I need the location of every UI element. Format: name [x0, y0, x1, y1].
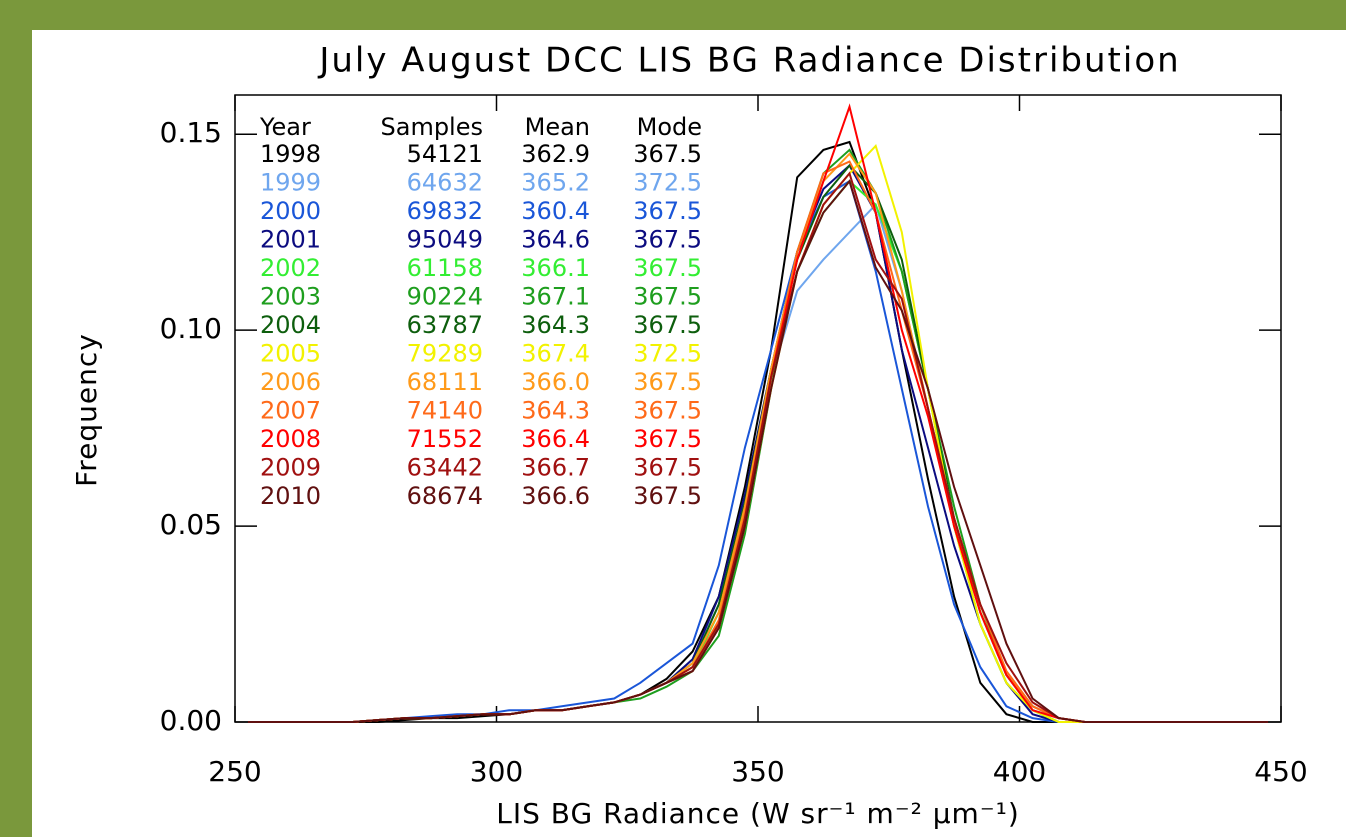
- legend-entry: 367.5: [633, 254, 702, 282]
- legend-entry: 63442: [407, 454, 483, 482]
- y-tick-label: 0.00: [160, 704, 222, 737]
- legend-entry: 2008: [260, 425, 321, 453]
- legend-entry: 367.5: [633, 368, 702, 396]
- x-axis-label: LIS BG Radiance (W sr⁻¹ m⁻² μm⁻¹): [496, 797, 1020, 830]
- legend-entry: 2002: [260, 254, 321, 282]
- legend-entry: 365.2: [521, 169, 590, 197]
- x-tick-label: 350: [731, 755, 784, 788]
- legend-entry: 61158: [407, 254, 483, 282]
- legend-entry: 367.5: [633, 454, 702, 482]
- legend-entry: 366.4: [521, 425, 590, 453]
- legend-header: Mode: [637, 113, 702, 141]
- chart-title: July August DCC LIS BG Radiance Distribu…: [317, 41, 1180, 81]
- legend-entry: 367.5: [633, 197, 702, 225]
- legend-entry: 1998: [260, 140, 321, 168]
- legend-entry: 367.5: [633, 397, 702, 425]
- legend-entry: 2009: [260, 454, 321, 482]
- legend-entry: 367.5: [633, 311, 702, 339]
- legend-entry: 79289: [407, 340, 483, 368]
- legend-entry: 366.6: [521, 482, 590, 510]
- legend-entry: 372.5: [633, 169, 702, 197]
- x-tick-label: 400: [993, 755, 1046, 788]
- legend-entry: 367.5: [633, 140, 702, 168]
- legend-entry: 367.5: [633, 226, 702, 254]
- legend-entry: 362.9: [521, 140, 590, 168]
- legend-entry: 71552: [407, 425, 483, 453]
- legend-entry: 367.5: [633, 425, 702, 453]
- legend-entry: 2001: [260, 226, 321, 254]
- x-tick-label: 450: [1254, 755, 1307, 788]
- panel: [32, 30, 1346, 837]
- legend-header: Mean: [525, 113, 590, 141]
- legend-entry: 364.6: [521, 226, 590, 254]
- legend-entry: 360.4: [521, 197, 590, 225]
- legend-entry: 367.4: [521, 340, 590, 368]
- y-tick-label: 0.10: [160, 312, 222, 345]
- legend-entry: 2003: [260, 283, 321, 311]
- legend-entry: 366.0: [521, 368, 590, 396]
- legend-entry: 366.1: [521, 254, 590, 282]
- y-tick-label: 0.15: [160, 116, 222, 149]
- legend-entry: 2010: [260, 482, 321, 510]
- y-axis-label: Frequency: [70, 333, 103, 487]
- legend-entry: 54121: [407, 140, 483, 168]
- legend-entry: 372.5: [633, 340, 702, 368]
- legend-entry: 2005: [260, 340, 321, 368]
- legend-entry: 2004: [260, 311, 321, 339]
- legend-entry: 69832: [407, 197, 483, 225]
- x-tick-label: 250: [208, 755, 261, 788]
- legend-entry: 68111: [407, 368, 483, 396]
- legend-entry: 90224: [407, 283, 483, 311]
- legend-entry: 1999: [260, 169, 321, 197]
- legend-entry: 367.1: [521, 283, 590, 311]
- series-line: [248, 179, 1268, 723]
- legend-entry: 95049: [407, 226, 483, 254]
- legend-entry: 367.5: [633, 482, 702, 510]
- legend-entry: 68674: [407, 482, 483, 510]
- legend-header: Samples: [381, 113, 484, 141]
- legend-entry: 64632: [407, 169, 483, 197]
- y-tick-label: 0.05: [160, 508, 222, 541]
- legend-entry: 364.3: [521, 311, 590, 339]
- legend-entry: 2006: [260, 368, 321, 396]
- legend-entry: 2000: [260, 197, 321, 225]
- x-tick-label: 300: [470, 755, 523, 788]
- legend-header: Year: [259, 113, 311, 141]
- legend-entry: 74140: [407, 397, 483, 425]
- legend-entry: 364.3: [521, 397, 590, 425]
- legend-entry: 63787: [407, 311, 483, 339]
- legend-entry: 2007: [260, 397, 321, 425]
- legend-entry: 366.7: [521, 454, 590, 482]
- legend-entry: 367.5: [633, 283, 702, 311]
